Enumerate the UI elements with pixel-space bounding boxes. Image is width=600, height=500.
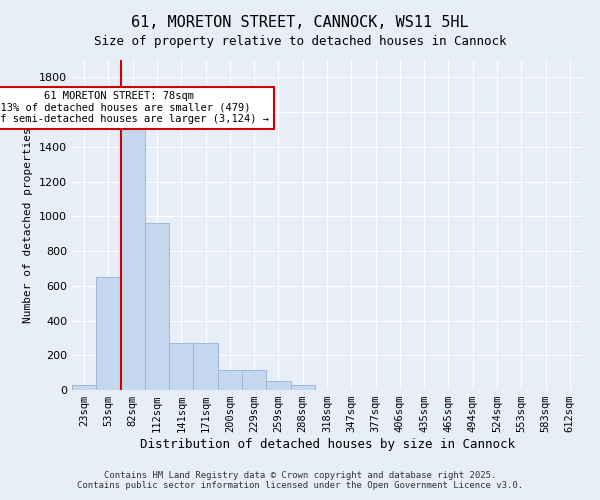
Bar bbox=[169, 343, 193, 390]
Bar bbox=[218, 370, 242, 390]
Bar bbox=[242, 370, 266, 390]
Bar bbox=[193, 343, 218, 390]
Bar bbox=[96, 277, 121, 390]
Text: Contains HM Land Registry data © Crown copyright and database right 2025.
Contai: Contains HM Land Registry data © Crown c… bbox=[77, 470, 523, 490]
Bar bbox=[145, 224, 169, 390]
Text: 61 MORETON STREET: 78sqm
← 13% of detached houses are smaller (479)
86% of semi-: 61 MORETON STREET: 78sqm ← 13% of detach… bbox=[0, 92, 269, 124]
Bar bbox=[266, 382, 290, 390]
Text: Size of property relative to detached houses in Cannock: Size of property relative to detached ho… bbox=[94, 35, 506, 48]
Y-axis label: Number of detached properties: Number of detached properties bbox=[23, 127, 34, 323]
Bar bbox=[290, 385, 315, 390]
X-axis label: Distribution of detached houses by size in Cannock: Distribution of detached houses by size … bbox=[139, 438, 515, 451]
Bar bbox=[72, 385, 96, 390]
Text: 61, MORETON STREET, CANNOCK, WS11 5HL: 61, MORETON STREET, CANNOCK, WS11 5HL bbox=[131, 15, 469, 30]
Bar bbox=[121, 116, 145, 390]
